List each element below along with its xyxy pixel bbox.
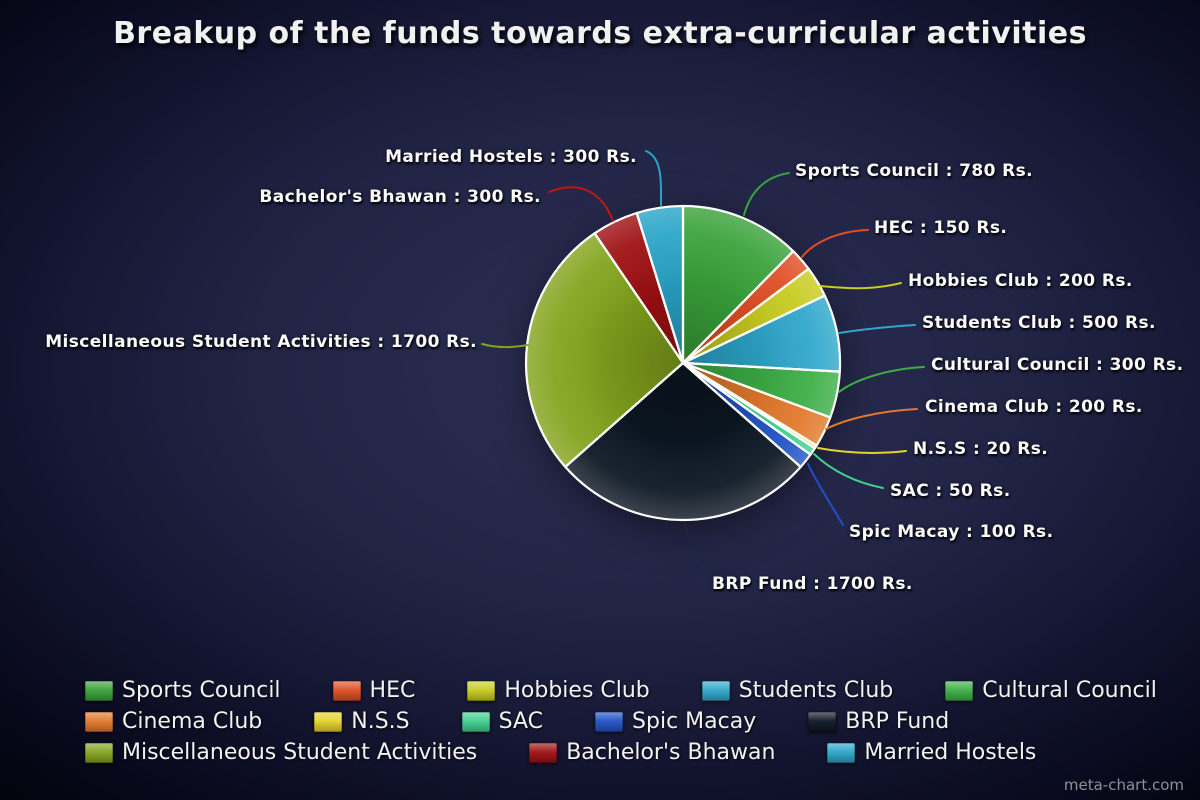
legend-label: Sports Council bbox=[122, 678, 281, 703]
legend-item-sac: SAC bbox=[461, 709, 544, 734]
callout-lines bbox=[481, 150, 925, 572]
legend-label: Students Club bbox=[738, 678, 894, 703]
legend-label: Hobbies Club bbox=[504, 678, 650, 703]
legend-swatch-brp-fund bbox=[808, 711, 837, 732]
legend-label: N.S.S bbox=[351, 709, 410, 734]
chart-title: Breakup of the funds towards extra-curri… bbox=[113, 16, 1087, 51]
callout-line-students-club bbox=[838, 324, 916, 334]
callout-label-students-club: Students Club : 500 Rs. bbox=[922, 313, 1156, 333]
legend-row: Cinema Club N.S.S SAC Spic Macay BRP Fund bbox=[85, 709, 1157, 734]
callout-line-sac bbox=[813, 453, 884, 489]
callout-line-cinema-club bbox=[825, 408, 918, 430]
legend-item-hobbies-club: Hobbies Club bbox=[467, 678, 650, 703]
callout-line-bachelor-s-bhawan bbox=[548, 186, 614, 222]
legend-swatch-cinema-club bbox=[85, 711, 113, 732]
legend-row: Miscellaneous Student Activities Bachelor… bbox=[85, 740, 1157, 765]
callout-label-spic-macay: Spic Macay : 100 Rs. bbox=[849, 522, 1054, 542]
callout-line-cultural-council bbox=[838, 366, 925, 393]
callout-line-spic-macay bbox=[807, 463, 844, 526]
legend-label: HEC bbox=[369, 678, 416, 703]
legend-label: Miscellaneous Student Activities bbox=[122, 740, 478, 765]
callout-line-hec bbox=[801, 229, 869, 258]
legend-item-cinema-club: Cinema Club bbox=[85, 709, 262, 734]
callout-line-n-s-s bbox=[817, 447, 907, 454]
legend-swatch-bachelor-s-bhawan bbox=[529, 742, 558, 763]
legend-item-n-s-s: N.S.S bbox=[314, 709, 410, 734]
callout-label-cultural-council: Cultural Council : 300 Rs. bbox=[931, 355, 1184, 375]
legend-swatch-sac bbox=[461, 711, 490, 732]
callout-line-miscellaneous-student-activities bbox=[481, 343, 529, 349]
callout-line-sports-council bbox=[743, 172, 790, 216]
legend-swatch-married-hostels bbox=[827, 742, 856, 763]
callout-label-sports-council: Sports Council : 780 Rs. bbox=[795, 161, 1034, 181]
legend-label: Married Hostels bbox=[864, 740, 1037, 765]
watermark: meta-chart.com bbox=[1063, 776, 1184, 794]
legend-item-spic-macay: Spic Macay bbox=[595, 709, 756, 734]
callout-label-bachelor-s-bhawan: Bachelor's Bhawan : 300 Rs. bbox=[259, 187, 541, 207]
callout-line-married-hostels bbox=[645, 150, 663, 206]
callout-line-hobbies-club bbox=[819, 282, 902, 290]
callout-label-hobbies-club: Hobbies Club : 200 Rs. bbox=[908, 271, 1133, 291]
legend-item-married-hostels: Married Hostels bbox=[827, 740, 1036, 765]
legend-swatch-sports-council bbox=[85, 680, 113, 701]
callout-label-married-hostels: Married Hostels : 300 Rs. bbox=[385, 147, 637, 167]
legend-swatch-miscellaneous-student-activities bbox=[85, 742, 113, 763]
legend-swatch-hobbies-club bbox=[467, 680, 496, 701]
legend-label: BRP Fund bbox=[845, 709, 950, 734]
legend-item-students-club: Students Club bbox=[701, 678, 894, 703]
legend-row: Sports Council HEC Hobbies Club Students Cl… bbox=[85, 678, 1157, 703]
legend-swatch-students-club bbox=[701, 680, 730, 701]
legend-item-brp-fund: BRP Fund bbox=[808, 709, 949, 734]
legend-label: Cinema Club bbox=[122, 709, 263, 734]
legend-item-hec: HEC bbox=[332, 678, 416, 703]
callout-label-brp-fund: BRP Fund : 1700 Rs. bbox=[712, 574, 913, 594]
legend: Sports Council HEC Hobbies Club Students Cl… bbox=[85, 678, 1157, 765]
legend-label: Bachelor's Bhawan bbox=[566, 740, 776, 765]
legend-item-miscellaneous-student-activities: Miscellaneous Student Activities bbox=[85, 740, 477, 765]
callout-line-brp-fund bbox=[684, 523, 710, 572]
legend-swatch-spic-macay bbox=[595, 711, 624, 732]
legend-item-bachelor-s-bhawan: Bachelor's Bhawan bbox=[529, 740, 775, 765]
legend-swatch-cultural-council bbox=[945, 680, 974, 701]
legend-swatch-hec bbox=[332, 680, 361, 701]
callout-label-n-s-s: N.S.S : 20 Rs. bbox=[913, 439, 1049, 459]
callout-label-cinema-club: Cinema Club : 200 Rs. bbox=[925, 397, 1143, 417]
legend-label: Spic Macay bbox=[632, 709, 757, 734]
legend-label: Cultural Council bbox=[982, 678, 1157, 703]
legend-item-sports-council: Sports Council bbox=[85, 678, 281, 703]
callout-label-sac: SAC : 50 Rs. bbox=[890, 481, 1011, 501]
legend-item-cultural-council: Cultural Council bbox=[945, 678, 1157, 703]
callout-label-miscellaneous-student-activities: Miscellaneous Student Activities : 1700 … bbox=[45, 332, 477, 352]
legend-swatch-n-s-s bbox=[314, 711, 343, 732]
pie-slice-borders bbox=[524, 204, 842, 522]
legend-label: SAC bbox=[498, 709, 544, 734]
callout-label-hec: HEC : 150 Rs. bbox=[874, 218, 1008, 238]
